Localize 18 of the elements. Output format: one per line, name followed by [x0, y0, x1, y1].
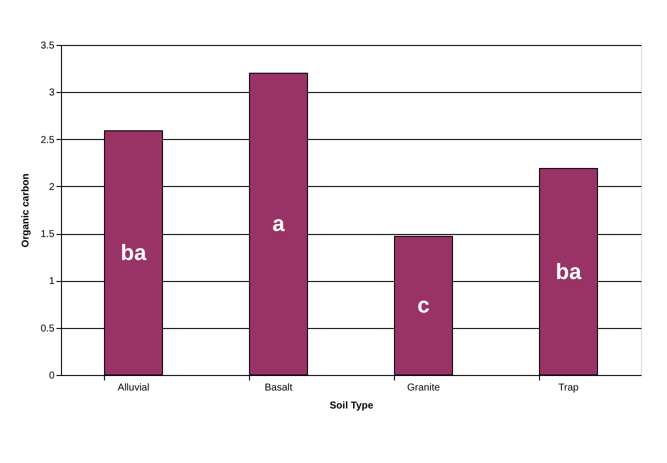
- y-tick-label: 2: [48, 182, 55, 193]
- x-tick-label: Granite: [407, 382, 440, 394]
- y-tick-label: 0: [48, 370, 55, 382]
- x-axis-title: Soil Type: [330, 400, 374, 412]
- x-tick-label: Trap: [558, 382, 580, 394]
- y-tick-label: 3.5: [40, 40, 55, 52]
- y-axis-title: Organic carbon: [20, 174, 32, 248]
- annotation: a: [272, 211, 286, 236]
- y-tick-label: 3: [48, 88, 55, 99]
- annotation: ba: [120, 240, 148, 265]
- annotation: c: [417, 292, 430, 318]
- y-tick-label: 1.5: [40, 229, 55, 240]
- x-tick-label: Alluvial: [118, 382, 150, 394]
- x-tick-label: Basalt: [264, 382, 293, 394]
- y-tick-label: 2.5: [40, 134, 55, 146]
- y-tick-label: 0.5: [40, 323, 55, 334]
- y-tick-label: 1: [48, 276, 55, 288]
- annotation: ba: [556, 258, 582, 284]
